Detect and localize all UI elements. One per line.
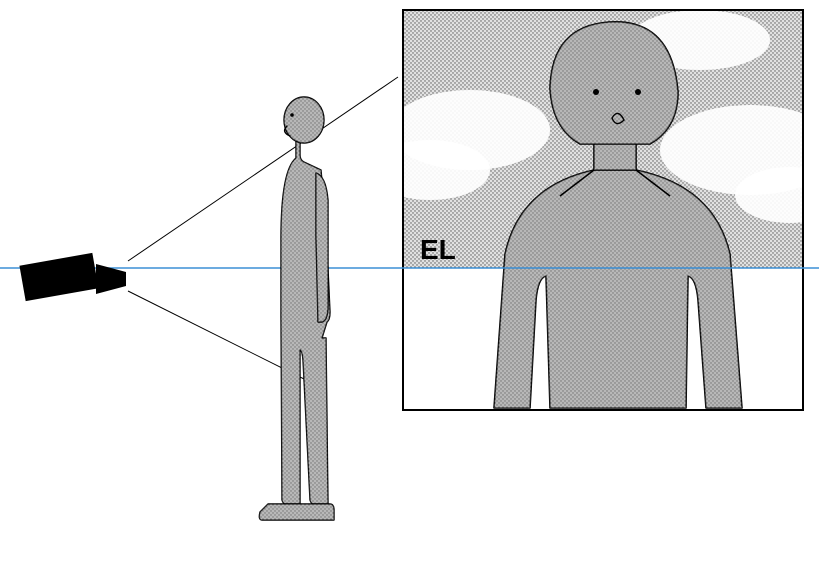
- diagram-svg: [0, 0, 819, 579]
- viewport-panel: [370, 10, 819, 410]
- side-figure: [259, 97, 334, 520]
- eye-level-label: EL: [420, 234, 456, 266]
- view-cone-top: [128, 77, 398, 261]
- side-figure-eye: [290, 113, 294, 117]
- diagram-stage: EL: [0, 0, 819, 579]
- front-figure-eye: [635, 89, 641, 95]
- cloud: [370, 140, 490, 200]
- camera-icon: [19, 253, 126, 301]
- front-figure-eye: [593, 89, 599, 95]
